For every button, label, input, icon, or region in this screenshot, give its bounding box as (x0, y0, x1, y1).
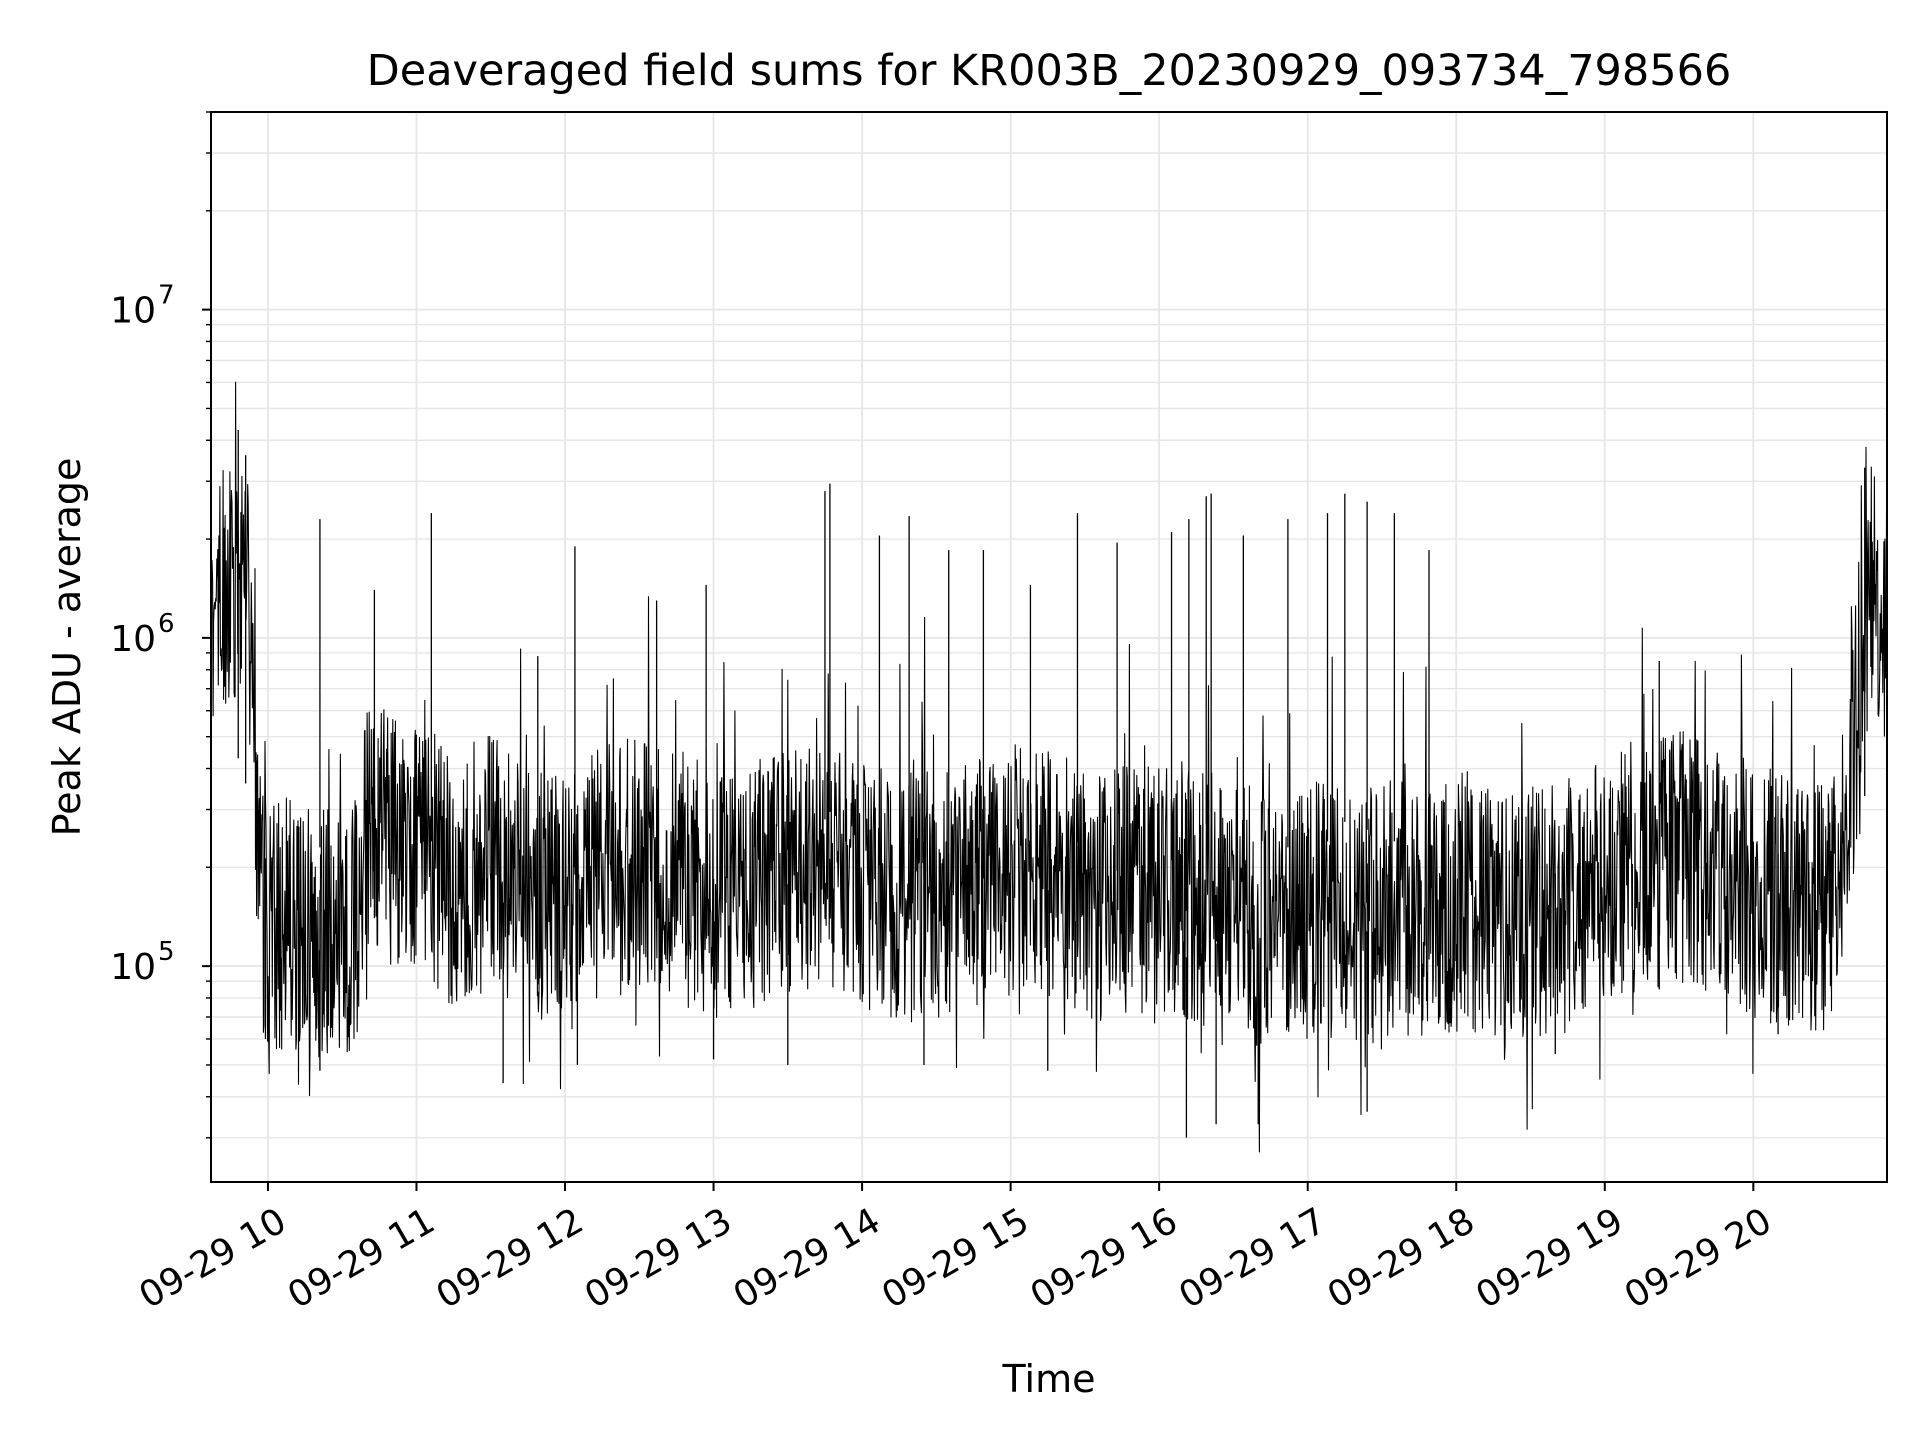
plot-frame (210, 111, 1888, 1183)
y-tick-label: 10 (110, 291, 156, 332)
y-tick-exponent: 5 (158, 937, 175, 967)
series-line (210, 381, 1888, 1153)
x-axis-label: Time (1002, 1357, 1096, 1401)
y-tick-exponent: 6 (158, 609, 175, 639)
y-tick-label: 10 (110, 619, 156, 660)
y-tick-label: 10 (110, 947, 156, 988)
y-axis-label: Peak ADU - average (45, 458, 89, 837)
chart-title: Deaveraged field sums for KR003B_2023092… (367, 46, 1732, 96)
y-tick-exponent: 7 (158, 281, 175, 311)
series-area (210, 381, 1888, 1153)
